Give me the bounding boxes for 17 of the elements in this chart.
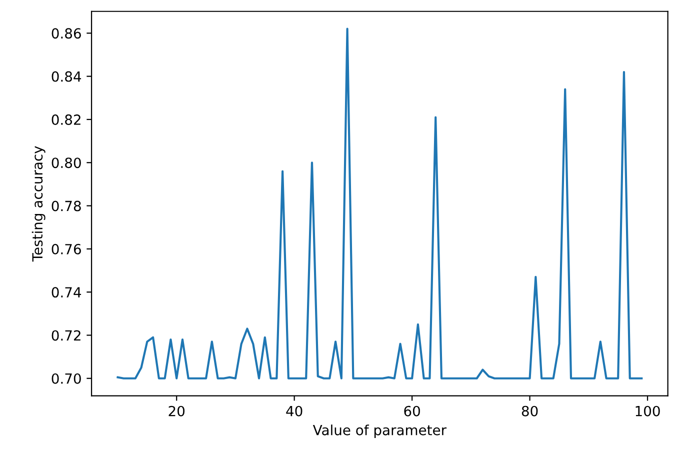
y-tick-label: 0.80 xyxy=(52,158,81,168)
x-tick-label: 60 xyxy=(404,406,420,416)
y-tick-label: 0.72 xyxy=(52,330,80,341)
y-tick-label: 0.82 xyxy=(52,114,80,125)
y-tick-label: 0.76 xyxy=(52,244,81,254)
x-tick-label: 20 xyxy=(168,406,185,416)
x-tick-label: 40 xyxy=(286,406,302,416)
y-tick-label: 0.74 xyxy=(52,287,82,298)
x-tick-label: 100 xyxy=(636,406,660,416)
y-tick-label: 0.70 xyxy=(52,373,81,384)
x-tick-label: 80 xyxy=(522,406,538,416)
y-tick-label: 0.84 xyxy=(52,71,82,82)
y-tick-label: 0.78 xyxy=(52,200,81,212)
y-axis-title: Testing accuracy xyxy=(32,146,46,262)
y-tick-label: 0.86 xyxy=(52,28,81,39)
x-axis-title: Value of parameter xyxy=(312,424,447,438)
line-series xyxy=(116,28,643,380)
